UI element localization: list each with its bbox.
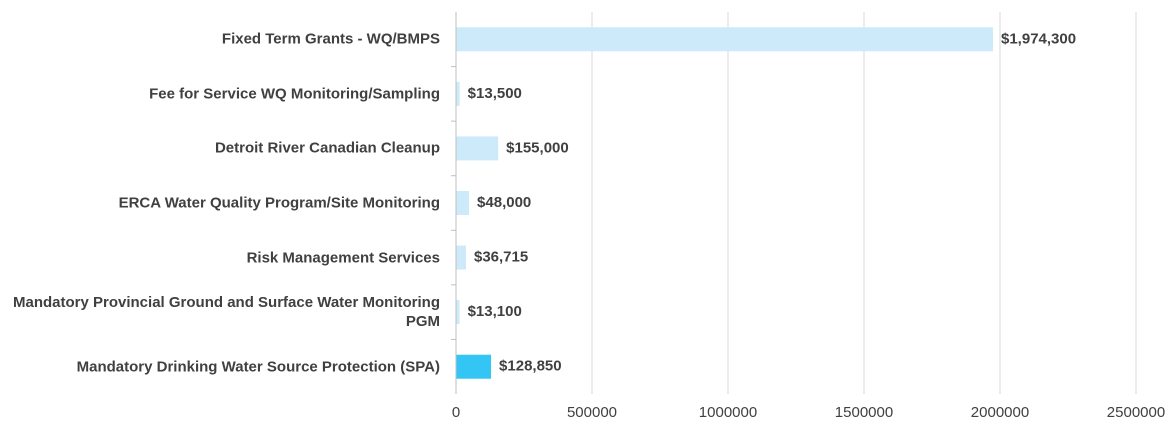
category-label: Mandatory Drinking Water Source Protecti… [76,358,440,376]
value-label: $128,850 [499,358,562,375]
category-label: Fixed Term Grants - WQ/BMPS [221,30,440,48]
bar [456,354,492,379]
bar [456,300,460,325]
x-tick-label: 1500000 [835,404,893,421]
bar [456,81,460,106]
value-label: $155,000 [506,139,569,156]
category-label: Detroit River Canadian Cleanup [214,139,440,157]
category-label: ERCA Water Quality Program/Site Monitori… [118,194,440,212]
category-label: Risk Management Services [246,249,440,267]
bar [456,245,466,270]
value-label: $1,974,300 [1001,30,1076,47]
bar [456,136,499,161]
bar [456,27,994,52]
value-label: $13,100 [468,303,522,320]
category-label: Fee for Service WQ Monitoring/Sampling [149,85,440,103]
x-tick-label: 2000000 [971,404,1029,421]
x-tick-label: 0 [452,404,460,421]
value-label: $36,715 [474,249,528,266]
x-tick-label: 2500000 [1107,404,1165,421]
x-tick-label: 500000 [567,404,617,421]
value-label: $13,500 [468,85,522,102]
value-label: $48,000 [477,194,531,211]
x-tick-label: 1000000 [699,404,757,421]
bar [456,191,470,215]
category-label: Mandatory Provincial Ground and Surface … [13,294,440,331]
